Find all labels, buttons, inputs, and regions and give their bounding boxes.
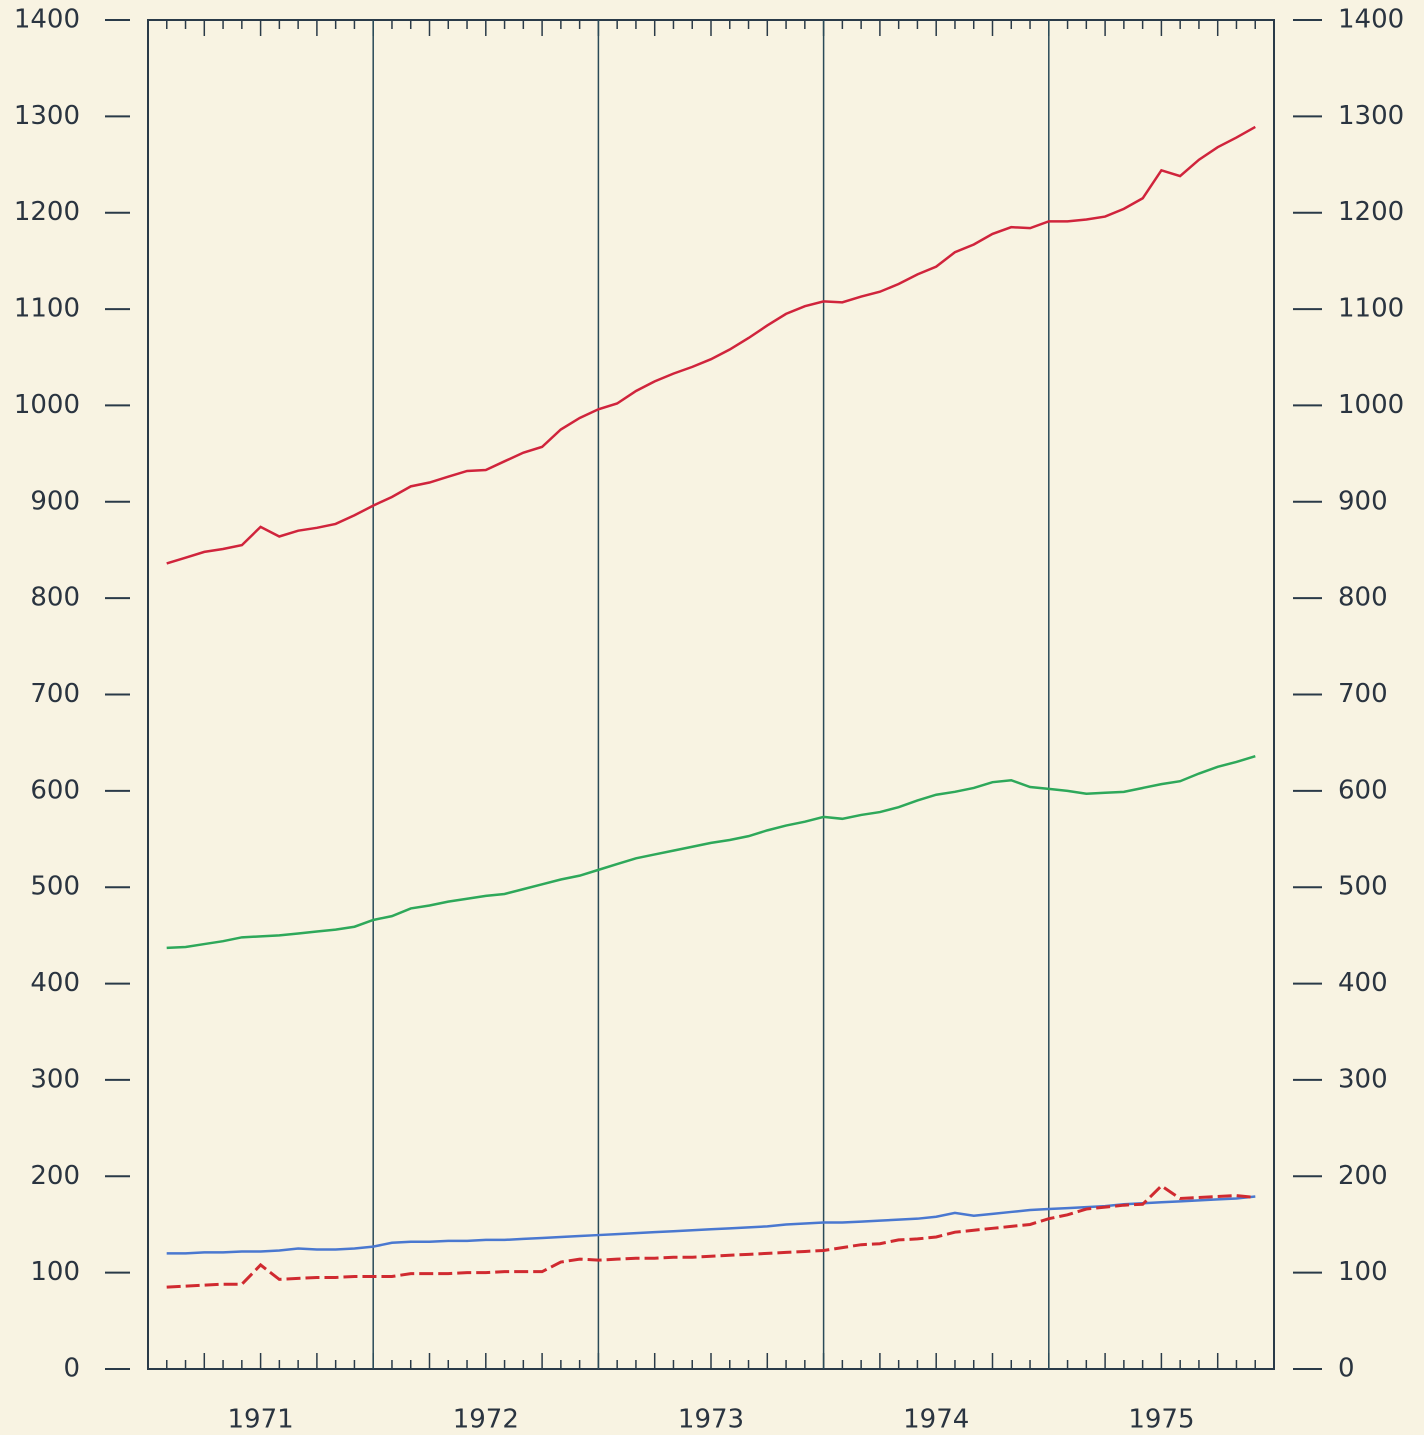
y-tick-label: 1200 xyxy=(14,197,80,227)
x-tick-label: 1972 xyxy=(453,1405,519,1435)
y-tick-label-right: 200 xyxy=(1338,1161,1388,1191)
y-tick-label: 400 xyxy=(30,968,80,998)
x-tick-label: 1974 xyxy=(903,1405,969,1435)
y-tick-label-right: 0 xyxy=(1338,1354,1355,1384)
y-tick-label: 0 xyxy=(63,1354,80,1384)
y-tick-label-right: 900 xyxy=(1338,486,1388,516)
y-tick-label-right: 1200 xyxy=(1338,197,1404,227)
y-tick-label-right: 1400 xyxy=(1338,5,1404,35)
y-tick-label-right: 1000 xyxy=(1338,390,1404,420)
series-line xyxy=(166,1195,1256,1255)
y-tick-label-right: 700 xyxy=(1338,679,1388,709)
series-line xyxy=(166,754,1256,950)
y-tick-label: 1300 xyxy=(14,101,80,131)
series-line xyxy=(166,125,1256,565)
y-tick-label-right: 400 xyxy=(1338,968,1388,998)
y-tick-label: 1100 xyxy=(14,294,80,324)
y-tick-label: 1400 xyxy=(14,5,80,35)
y-tick-label-right: 600 xyxy=(1338,775,1388,805)
x-tick-label: 1975 xyxy=(1128,1405,1194,1435)
y-tick-label-right: 800 xyxy=(1338,583,1388,613)
y-tick-label-right: 500 xyxy=(1338,872,1388,902)
y-tick-label: 300 xyxy=(30,1064,80,1094)
y-tick-label: 200 xyxy=(30,1161,80,1191)
y-tick-label: 800 xyxy=(30,583,80,613)
y-tick-label: 1000 xyxy=(14,390,80,420)
y-tick-label: 100 xyxy=(30,1257,80,1287)
y-tick-label: 500 xyxy=(30,872,80,902)
x-tick-label: 1971 xyxy=(228,1405,294,1435)
x-tick-label: 1973 xyxy=(678,1405,744,1435)
y-tick-label-right: 1300 xyxy=(1338,101,1404,131)
series-line xyxy=(166,1183,1256,1289)
y-tick-label: 900 xyxy=(30,486,80,516)
y-tick-label-right: 100 xyxy=(1338,1257,1388,1287)
y-tick-label: 700 xyxy=(30,679,80,709)
y-tick-label-right: 300 xyxy=(1338,1064,1388,1094)
y-tick-label: 600 xyxy=(30,775,80,805)
y-tick-label-right: 1100 xyxy=(1338,294,1404,324)
